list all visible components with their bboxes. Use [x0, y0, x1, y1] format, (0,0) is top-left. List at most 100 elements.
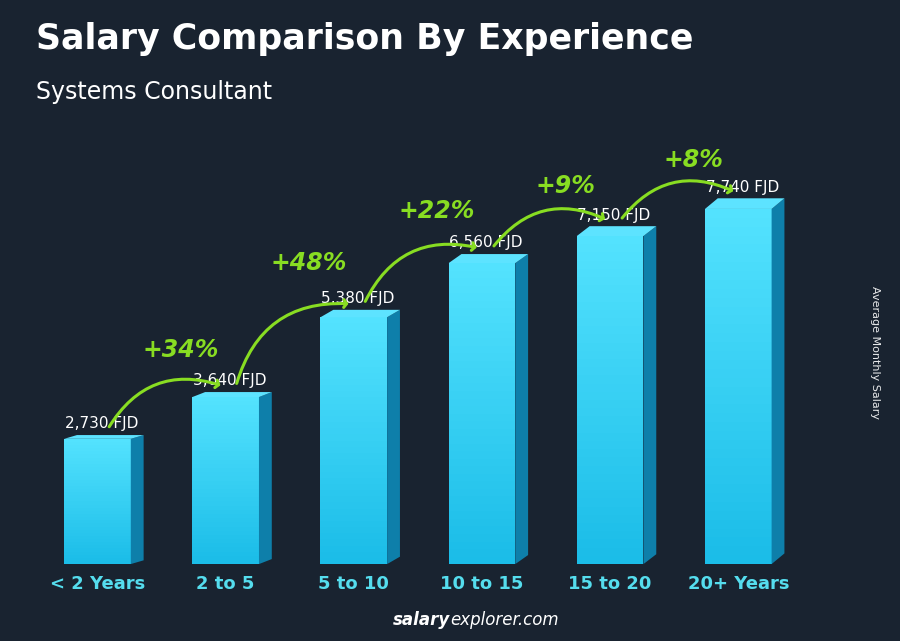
Polygon shape [771, 198, 785, 564]
Bar [577, 433, 644, 441]
Polygon shape [130, 435, 144, 564]
Bar [64, 467, 130, 470]
Text: Salary Comparison By Experience: Salary Comparison By Experience [36, 22, 693, 56]
Polygon shape [193, 392, 272, 397]
Bar [64, 520, 130, 523]
Bar [64, 504, 130, 508]
Bar [705, 413, 771, 422]
Bar [64, 529, 130, 533]
Bar [577, 277, 644, 285]
Bar [64, 558, 130, 561]
Polygon shape [259, 392, 272, 564]
Bar [448, 331, 516, 338]
Bar [320, 373, 387, 379]
Bar [64, 492, 130, 495]
Polygon shape [448, 254, 528, 263]
Bar [64, 461, 130, 464]
Bar [705, 218, 771, 227]
Bar [320, 503, 387, 508]
Bar [705, 262, 771, 271]
Bar [448, 481, 516, 489]
Bar [193, 426, 259, 431]
Bar [577, 474, 644, 482]
Bar [705, 378, 771, 387]
Bar [577, 540, 644, 547]
Bar [193, 405, 259, 410]
Bar [64, 542, 130, 545]
Bar [577, 302, 644, 310]
Bar [577, 515, 644, 523]
Bar [320, 552, 387, 558]
Bar [577, 359, 644, 367]
Bar [448, 286, 516, 293]
Bar [577, 376, 644, 384]
Bar [64, 501, 130, 504]
Bar [705, 404, 771, 413]
Bar [705, 244, 771, 253]
Bar [577, 531, 644, 540]
Bar [577, 253, 644, 261]
Bar [193, 435, 259, 439]
Bar [64, 508, 130, 511]
Bar [577, 392, 644, 400]
Bar [64, 448, 130, 451]
Bar [64, 536, 130, 539]
Bar [320, 435, 387, 440]
Bar [320, 360, 387, 367]
Bar [320, 533, 387, 539]
Text: 7,740 FJD: 7,740 FJD [706, 179, 778, 195]
Bar [705, 369, 771, 378]
Bar [448, 293, 516, 301]
Bar [320, 385, 387, 391]
Bar [64, 523, 130, 526]
Bar [193, 401, 259, 405]
Bar [320, 367, 387, 373]
Bar [64, 489, 130, 492]
Bar [577, 318, 644, 326]
Bar [705, 475, 771, 484]
Polygon shape [644, 226, 656, 564]
Bar [64, 498, 130, 501]
Bar [193, 522, 259, 526]
Bar [448, 519, 516, 526]
Bar [448, 444, 516, 451]
Bar [577, 523, 644, 531]
Bar [193, 439, 259, 443]
Bar [193, 510, 259, 514]
Bar [448, 361, 516, 369]
Bar [577, 367, 644, 376]
Bar [193, 485, 259, 489]
Bar [320, 539, 387, 545]
Bar [193, 514, 259, 518]
Bar [64, 464, 130, 467]
Bar [193, 472, 259, 476]
Bar [320, 515, 387, 521]
Bar [705, 502, 771, 511]
Bar [577, 335, 644, 343]
Bar [193, 468, 259, 472]
Bar [705, 520, 771, 529]
Bar [705, 235, 771, 244]
Bar [193, 547, 259, 551]
Bar [193, 531, 259, 535]
Bar [193, 539, 259, 543]
Text: 5,380 FJD: 5,380 FJD [321, 291, 394, 306]
Bar [577, 383, 644, 392]
Bar [448, 421, 516, 429]
Bar [448, 406, 516, 413]
Bar [320, 397, 387, 404]
Bar [448, 534, 516, 542]
Bar [448, 549, 516, 556]
Bar [64, 439, 130, 442]
Bar [64, 517, 130, 520]
Bar [320, 496, 387, 503]
Bar [193, 506, 259, 510]
Bar [577, 499, 644, 506]
Bar [705, 280, 771, 289]
Bar [320, 484, 387, 490]
Bar [320, 336, 387, 342]
Polygon shape [577, 226, 656, 236]
Bar [320, 354, 387, 360]
Bar [193, 543, 259, 547]
Bar [448, 376, 516, 383]
